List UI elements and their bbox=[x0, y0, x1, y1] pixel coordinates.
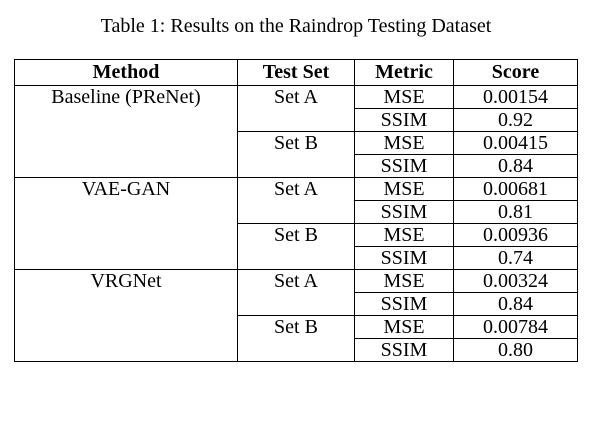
metric-cell: MSE bbox=[354, 131, 454, 155]
score-cell: 0.00936 bbox=[453, 223, 578, 247]
header-metric: Metric bbox=[354, 59, 454, 86]
table-row: Set B MSE 0.00784 bbox=[15, 315, 578, 362]
metric-cell: SSIM bbox=[354, 292, 454, 316]
metric-cell: MSE bbox=[354, 269, 454, 293]
header-test-set: Test Set bbox=[237, 59, 355, 86]
metric-cell: SSIM bbox=[354, 200, 454, 224]
table-row: SSIM 0.81 bbox=[15, 200, 578, 224]
metric-cell: SSIM bbox=[354, 154, 454, 178]
table-row: VAE-GAN Set A MSE 0.00681 bbox=[14, 177, 578, 270]
table-caption: Table 1: Results on the Raindrop Testing… bbox=[100, 15, 492, 37]
test-set-cell: Set B bbox=[237, 315, 355, 362]
metric-cell: SSIM bbox=[354, 246, 454, 270]
score-cell: 0.00784 bbox=[453, 315, 578, 339]
score-cell: 0.81 bbox=[453, 200, 578, 224]
metric-cell: MSE bbox=[354, 177, 454, 201]
table-row: SSIM 0.92 bbox=[15, 108, 578, 132]
score-cell: 0.84 bbox=[453, 292, 578, 316]
score-cell: 0.00324 bbox=[453, 269, 578, 293]
header-method: Method bbox=[14, 59, 238, 86]
test-set-cell: Set A bbox=[237, 85, 355, 132]
table-row: SSIM 0.74 bbox=[15, 246, 578, 270]
test-set-cell: Set A bbox=[237, 269, 355, 316]
table-row: SSIM 0.80 bbox=[15, 338, 578, 362]
table-row: VRGNet Set A MSE 0.00324 bbox=[14, 269, 578, 362]
test-set-cell: Set A bbox=[237, 177, 355, 224]
score-cell: 0.80 bbox=[453, 338, 578, 362]
score-cell: 0.92 bbox=[453, 108, 578, 132]
score-cell: 0.00681 bbox=[453, 177, 578, 201]
score-cell: 0.00154 bbox=[453, 85, 578, 109]
metric-cell: MSE bbox=[354, 85, 454, 109]
metric-cell: SSIM bbox=[354, 338, 454, 362]
score-cell: 0.74 bbox=[453, 246, 578, 270]
score-cell: 0.00415 bbox=[453, 131, 578, 155]
results-table: Method Test Set Metric Score Baseline (P… bbox=[14, 59, 578, 362]
method-cell: Baseline (PReNet) bbox=[14, 85, 238, 178]
table-row: Baseline (PReNet) Set A MSE 0.00154 bbox=[14, 85, 578, 178]
method-cell: VRGNet bbox=[14, 269, 238, 362]
method-cell: VAE-GAN bbox=[14, 177, 238, 270]
metric-cell: MSE bbox=[354, 315, 454, 339]
header-score: Score bbox=[453, 59, 578, 86]
header-row: Method Test Set Metric Score bbox=[14, 59, 578, 86]
score-cell: 0.84 bbox=[453, 154, 578, 178]
metric-cell: SSIM bbox=[354, 108, 454, 132]
test-set-cell: Set B bbox=[237, 223, 355, 270]
test-set-cell: Set B bbox=[237, 131, 355, 178]
metric-cell: MSE bbox=[354, 223, 454, 247]
